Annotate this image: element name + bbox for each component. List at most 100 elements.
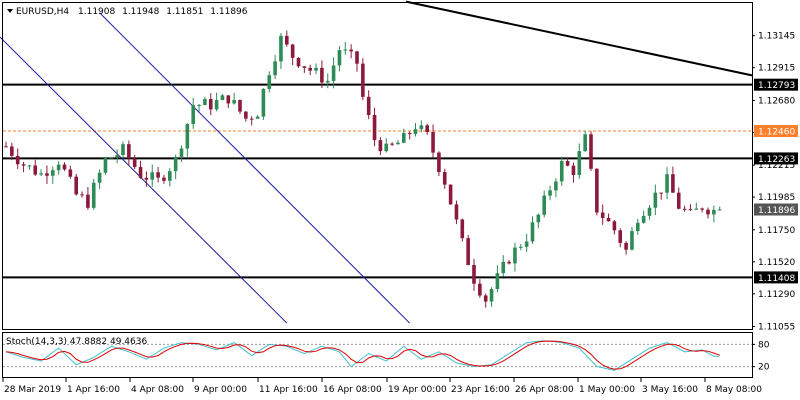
- candle[interactable]: [150, 164, 155, 187]
- candle[interactable]: [279, 33, 283, 70]
- candle[interactable]: [595, 168, 599, 216]
- candle[interactable]: [232, 92, 236, 105]
- candle[interactable]: [21, 161, 26, 173]
- candle[interactable]: [630, 226, 634, 251]
- candle[interactable]: [302, 66, 307, 73]
- candle[interactable]: [676, 187, 681, 210]
- candle[interactable]: [355, 50, 359, 72]
- candle[interactable]: [571, 162, 576, 183]
- candle[interactable]: [366, 90, 371, 120]
- candle[interactable]: [612, 219, 617, 235]
- candle[interactable]: [489, 287, 494, 307]
- candle[interactable]: [372, 107, 377, 147]
- candle[interactable]: [290, 43, 295, 66]
- candle[interactable]: [343, 41, 348, 55]
- candle[interactable]: [384, 138, 389, 153]
- candle[interactable]: [361, 58, 365, 101]
- candle[interactable]: [197, 103, 201, 112]
- candle[interactable]: [431, 124, 435, 158]
- candle[interactable]: [554, 178, 558, 198]
- candle[interactable]: [565, 157, 570, 167]
- candle[interactable]: [495, 265, 500, 293]
- candle[interactable]: [618, 228, 623, 248]
- candle[interactable]: [56, 161, 61, 175]
- candle[interactable]: [127, 140, 131, 166]
- candle[interactable]: [249, 116, 254, 126]
- candle[interactable]: [407, 131, 412, 140]
- candle[interactable]: [285, 30, 289, 47]
- candle[interactable]: [402, 128, 406, 143]
- candle[interactable]: [466, 234, 470, 266]
- candle[interactable]: [589, 131, 593, 171]
- candle[interactable]: [694, 202, 699, 210]
- candle[interactable]: [244, 111, 248, 122]
- candle[interactable]: [559, 156, 564, 186]
- candle[interactable]: [39, 169, 43, 177]
- candle[interactable]: [91, 178, 96, 210]
- candle[interactable]: [121, 141, 125, 159]
- candle[interactable]: [536, 213, 541, 229]
- candle[interactable]: [51, 166, 55, 184]
- candle[interactable]: [179, 145, 184, 162]
- candle[interactable]: [659, 192, 663, 200]
- candle[interactable]: [378, 137, 383, 156]
- candle[interactable]: [203, 96, 207, 106]
- candle[interactable]: [80, 191, 84, 198]
- candle[interactable]: [162, 174, 166, 184]
- candle[interactable]: [513, 242, 517, 272]
- candle[interactable]: [308, 64, 312, 76]
- candle[interactable]: [717, 206, 722, 211]
- candle[interactable]: [472, 258, 476, 291]
- candle[interactable]: [624, 241, 628, 255]
- symbol-dropdown-icon[interactable]: [7, 9, 13, 13]
- candle[interactable]: [45, 165, 49, 184]
- candle[interactable]: [27, 164, 32, 170]
- candle[interactable]: [226, 95, 231, 108]
- candle[interactable]: [530, 216, 535, 244]
- candle[interactable]: [413, 122, 418, 137]
- candle[interactable]: [483, 293, 488, 308]
- candle[interactable]: [15, 148, 20, 170]
- candle[interactable]: [115, 149, 119, 164]
- candle[interactable]: [577, 143, 582, 179]
- candle[interactable]: [712, 205, 716, 223]
- candle[interactable]: [97, 169, 102, 190]
- candle[interactable]: [653, 184, 658, 216]
- candle[interactable]: [700, 207, 704, 213]
- candle[interactable]: [647, 205, 652, 220]
- candle[interactable]: [109, 156, 114, 159]
- candle[interactable]: [267, 71, 272, 93]
- candle[interactable]: [255, 115, 260, 119]
- candle[interactable]: [10, 142, 14, 161]
- candle[interactable]: [331, 57, 336, 89]
- candle[interactable]: [396, 140, 400, 145]
- candle[interactable]: [641, 210, 646, 224]
- trendline[interactable]: [405, 0, 753, 77]
- candle[interactable]: [86, 186, 90, 210]
- candle[interactable]: [524, 233, 529, 253]
- candle[interactable]: [144, 171, 149, 187]
- candle[interactable]: [320, 60, 324, 89]
- candle[interactable]: [191, 97, 195, 129]
- candle[interactable]: [636, 218, 640, 235]
- candle[interactable]: [33, 159, 38, 176]
- candle[interactable]: [296, 57, 301, 68]
- candle[interactable]: [208, 93, 213, 116]
- candle[interactable]: [103, 156, 108, 175]
- candle[interactable]: [62, 162, 67, 171]
- candle[interactable]: [220, 93, 225, 101]
- candle[interactable]: [519, 243, 523, 251]
- candle[interactable]: [507, 260, 511, 265]
- candle[interactable]: [478, 279, 482, 298]
- candle[interactable]: [349, 44, 353, 59]
- candle[interactable]: [273, 55, 277, 80]
- candle[interactable]: [390, 142, 394, 146]
- candle[interactable]: [214, 92, 219, 112]
- candle[interactable]: [671, 166, 675, 193]
- candle[interactable]: [542, 190, 546, 218]
- candle[interactable]: [325, 73, 330, 89]
- channel-line-upper[interactable]: [0, 20, 288, 324]
- candle[interactable]: [501, 255, 506, 277]
- candle[interactable]: [688, 204, 693, 211]
